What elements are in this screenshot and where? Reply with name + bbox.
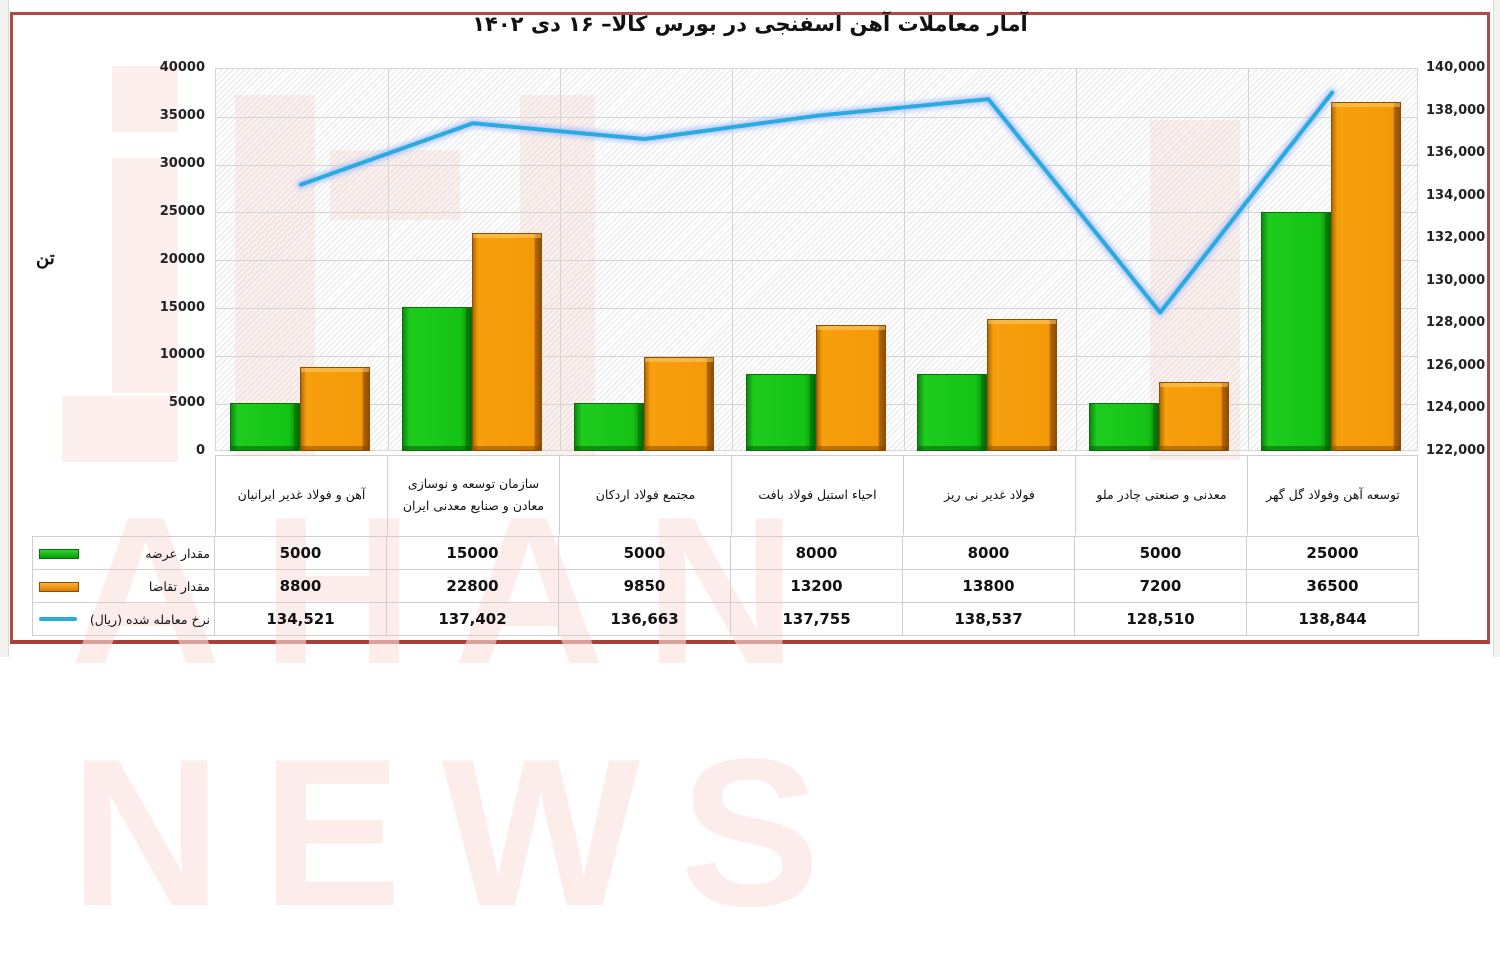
price-line-swatch-icon (39, 617, 77, 621)
table-cell: 9850 (558, 569, 731, 603)
demand-swatch-icon (39, 582, 79, 592)
y-tick-right: 130,000 (1426, 273, 1486, 288)
category-label: مجتمع فولاد اردکان (559, 455, 731, 535)
legend-label: مقدار تقاضا (148, 578, 210, 594)
y-tick-left: 0 (195, 443, 205, 458)
y-axis-left-label: تن (36, 248, 55, 269)
table-cell: 137,402 (386, 602, 559, 636)
legend-price: نرخ معامله شده (ریال) (32, 602, 215, 636)
y-tick-left: 15000 (159, 300, 205, 315)
y-tick-right: 128,000 (1426, 315, 1486, 330)
bar-demand (1159, 382, 1230, 451)
y-tick-left: 30000 (159, 156, 205, 171)
chart-title: آمار معاملات آهن اسفنجی در بورس کالا– ۱۶… (472, 12, 1028, 36)
table-cell: 8000 (902, 536, 1075, 570)
legend-supply: مقدار عرضه (32, 536, 215, 570)
gridline (560, 69, 561, 450)
bar-supply (1089, 403, 1160, 451)
gridline (216, 212, 1417, 213)
gridline (1076, 69, 1077, 450)
y-tick-right: 134,000 (1426, 188, 1486, 203)
price-line (298, 90, 1335, 315)
category-label: آهن و فولاد غدیر ایرانیان (215, 455, 387, 535)
table-cell: 134,521 (214, 602, 387, 636)
legend-label: مقدار عرضه (145, 545, 210, 561)
y-tick-left: 25000 (159, 204, 205, 219)
table-cell: 13200 (730, 569, 903, 603)
bar-demand (815, 324, 886, 451)
bar-demand (987, 318, 1058, 451)
table-cell: 8800 (214, 569, 387, 603)
y-tick-right: 126,000 (1426, 358, 1486, 373)
bar-supply (1261, 211, 1332, 451)
page-left-edge (0, 0, 9, 657)
chart-frame (10, 12, 1490, 644)
bar-supply (745, 374, 816, 451)
table-cell: 136,663 (558, 602, 731, 636)
table-cell: 138,844 (1246, 602, 1419, 636)
category-label: توسعه آهن وفولاد گل گهر (1247, 455, 1418, 535)
table-cell: 8000 (730, 536, 903, 570)
table-row-supply: مقدار عرضه 5000 15000 5000 8000 8000 500… (32, 536, 1419, 570)
y-tick-left: 5000 (168, 395, 205, 410)
y-tick-right: 140,000 (1426, 60, 1486, 75)
bar-demand (471, 232, 542, 451)
bar-supply (401, 307, 472, 451)
table-cell: 36500 (1246, 569, 1419, 603)
bar-supply (573, 403, 644, 451)
table-cell: 128,510 (1074, 602, 1247, 636)
gridline (732, 69, 733, 450)
table-cell: 5000 (558, 536, 731, 570)
y-tick-left: 10000 (159, 347, 205, 362)
y-tick-left: 35000 (159, 108, 205, 123)
gridline (388, 69, 389, 450)
gridline (216, 260, 1417, 261)
bar-supply (917, 374, 988, 451)
y-tick-left: 20000 (159, 252, 205, 267)
price-line-glow (296, 88, 1337, 317)
legend-demand: مقدار تقاضا (32, 569, 215, 603)
bar-demand (1331, 101, 1402, 451)
supply-swatch-icon (39, 549, 79, 559)
table-cell: 5000 (1074, 536, 1247, 570)
category-label: سازمان توسعه و نوسازی معادن و صنایع معدن… (387, 455, 559, 535)
category-label: احیاء استیل فولاد بافت (731, 455, 903, 535)
table-cell: 138,537 (902, 602, 1075, 636)
gridline (1248, 69, 1249, 450)
table-row-price: نرخ معامله شده (ریال) 134,521 137,402 13… (32, 602, 1419, 636)
table-cell: 5000 (214, 536, 387, 570)
y-tick-right: 122,000 (1426, 443, 1486, 458)
gridline (216, 165, 1417, 166)
gridline (904, 69, 905, 450)
table-row-demand: مقدار تقاضا 8800 22800 9850 13200 13800 … (32, 569, 1419, 603)
table-cell: 22800 (386, 569, 559, 603)
bar-demand (299, 366, 370, 451)
category-label: فولاد غدیر نی ریز (903, 455, 1075, 535)
page-right-edge (1493, 0, 1500, 657)
legend-label: نرخ معامله شده (ریال) (89, 611, 210, 627)
table-cell: 13800 (902, 569, 1075, 603)
data-table: مقدار عرضه 5000 15000 5000 8000 8000 500… (32, 536, 1419, 636)
table-cell: 7200 (1074, 569, 1247, 603)
gridline (216, 308, 1417, 309)
bar-supply (229, 403, 300, 451)
table-cell: 25000 (1246, 536, 1419, 570)
table-cell: 137,755 (730, 602, 903, 636)
y-tick-right: 132,000 (1426, 230, 1486, 245)
table-cell: 15000 (386, 536, 559, 570)
y-tick-right: 138,000 (1426, 103, 1486, 118)
category-label: معدنی و صنعتی چادر ملو (1075, 455, 1247, 535)
y-tick-right: 136,000 (1426, 145, 1486, 160)
bar-demand (643, 356, 714, 451)
price-line-chart (296, 88, 1337, 317)
y-tick-right: 124,000 (1426, 400, 1486, 415)
y-tick-left: 40000 (159, 60, 205, 75)
